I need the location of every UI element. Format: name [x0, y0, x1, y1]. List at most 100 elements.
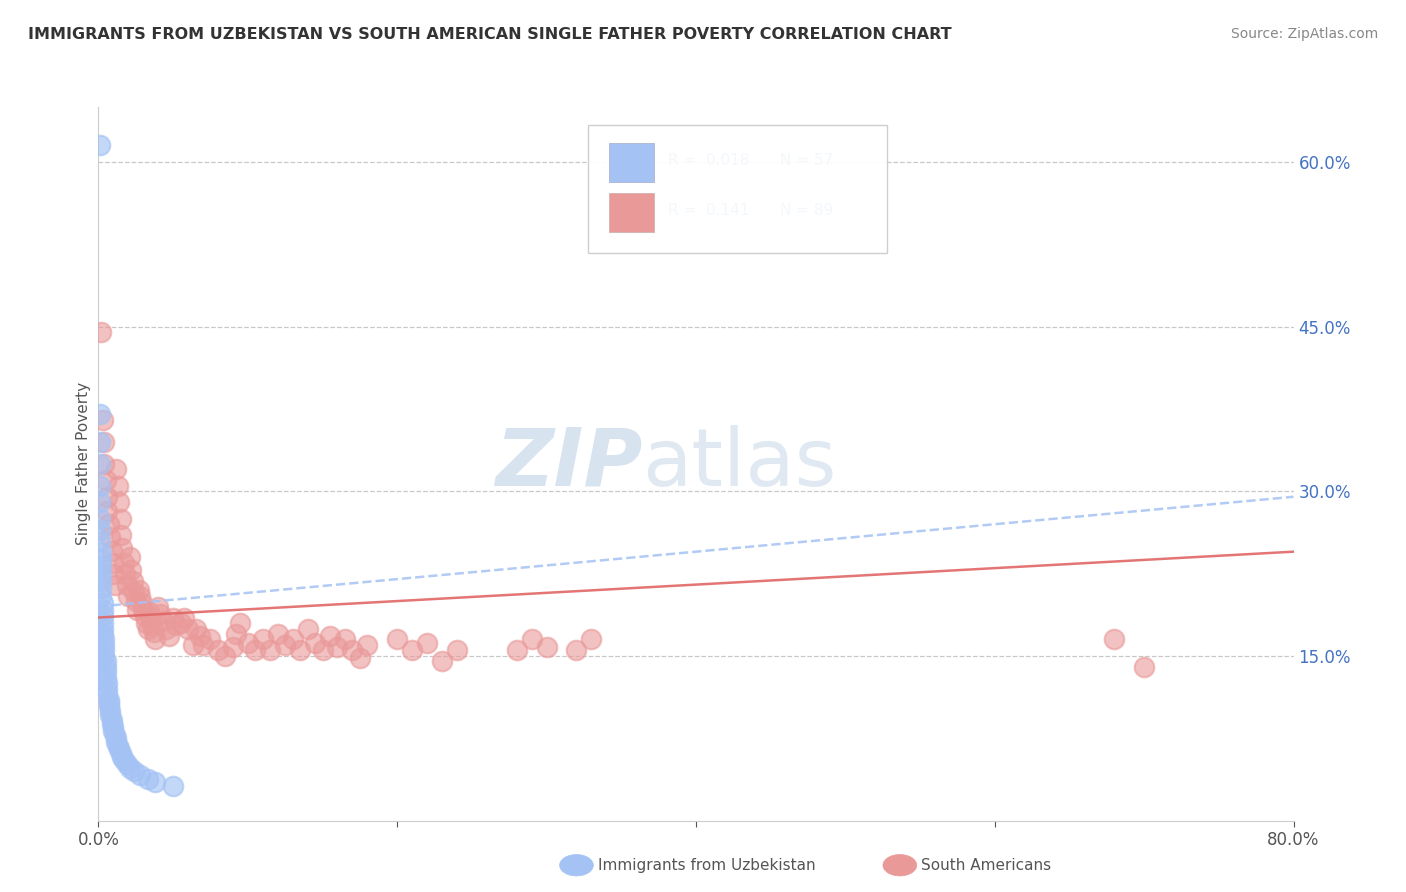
Point	[118, 550, 141, 565]
Point	[89, 434, 111, 449]
Point	[94, 655, 117, 669]
Point	[149, 607, 172, 622]
Point	[136, 622, 159, 636]
Text: N = 57: N = 57	[779, 153, 832, 168]
Point	[127, 603, 149, 617]
Point	[143, 775, 166, 789]
Text: Immigrants from Uzbekistan: Immigrants from Uzbekistan	[598, 858, 815, 872]
Bar	[609, 193, 654, 232]
Point	[110, 528, 132, 542]
Point	[162, 779, 184, 793]
Point	[93, 434, 115, 449]
Point	[90, 581, 112, 595]
Point	[110, 512, 132, 526]
Point	[139, 610, 162, 624]
Point	[252, 632, 274, 647]
Point	[91, 609, 114, 624]
Point	[101, 713, 124, 727]
Text: N = 89: N = 89	[779, 203, 832, 218]
Point	[259, 643, 281, 657]
Point	[91, 413, 114, 427]
Point	[118, 761, 141, 775]
Point	[103, 723, 125, 738]
Point	[91, 615, 114, 630]
Point	[91, 627, 114, 641]
Point	[385, 632, 409, 647]
Point	[401, 643, 423, 657]
Point	[136, 772, 159, 786]
Point	[157, 629, 180, 643]
Point	[430, 655, 453, 669]
Point	[152, 614, 174, 628]
Point	[131, 596, 153, 610]
Point	[93, 648, 115, 663]
Point	[342, 643, 364, 657]
Point	[89, 533, 111, 548]
Point	[225, 627, 247, 641]
Point	[90, 558, 112, 573]
Point	[274, 638, 297, 652]
Point	[281, 632, 304, 647]
Point	[124, 764, 146, 779]
Point	[333, 632, 356, 647]
Point	[97, 699, 120, 714]
Point	[1133, 660, 1156, 674]
Point	[89, 408, 111, 422]
Point	[214, 648, 236, 663]
Point	[107, 479, 129, 493]
Point	[128, 583, 150, 598]
Point	[135, 615, 157, 630]
Text: Source: ZipAtlas.com: Source: ZipAtlas.com	[1230, 27, 1378, 41]
Point	[165, 618, 187, 632]
Point	[356, 638, 378, 652]
Point	[121, 574, 143, 589]
Text: R =  0.141: R = 0.141	[668, 203, 749, 218]
Point	[349, 651, 371, 665]
Point	[94, 660, 117, 674]
Point	[297, 622, 319, 636]
Point	[148, 599, 170, 614]
Point	[101, 717, 124, 731]
Point	[108, 495, 131, 509]
Point	[565, 643, 588, 657]
Point	[89, 479, 111, 493]
Point	[100, 704, 122, 718]
Point	[91, 622, 114, 636]
Point	[142, 624, 165, 639]
Point	[169, 615, 191, 630]
Point	[94, 473, 117, 487]
Point	[222, 640, 245, 655]
Point	[112, 556, 135, 570]
Text: R =  0.018: R = 0.018	[668, 153, 749, 168]
Point	[90, 589, 112, 603]
FancyBboxPatch shape	[588, 125, 887, 253]
Point	[89, 523, 111, 537]
Point	[311, 643, 333, 657]
Point	[110, 746, 132, 760]
Point	[90, 325, 112, 339]
Point	[111, 750, 134, 764]
Point	[506, 643, 529, 657]
Point	[200, 632, 222, 647]
Point	[141, 618, 163, 632]
Point	[105, 731, 128, 746]
Point	[173, 610, 195, 624]
Point	[229, 615, 252, 630]
Point	[304, 636, 326, 650]
Point	[129, 767, 152, 781]
Point	[207, 643, 229, 657]
Text: ZIP: ZIP	[495, 425, 643, 503]
Point	[115, 756, 138, 771]
Point	[181, 638, 204, 652]
Point	[520, 632, 543, 647]
Point	[90, 574, 112, 589]
Point	[236, 636, 259, 650]
Point	[93, 643, 115, 657]
Point	[1104, 632, 1126, 647]
Point	[446, 643, 468, 657]
Point	[97, 517, 120, 532]
Point	[90, 566, 112, 581]
Point	[97, 693, 120, 707]
Point	[107, 739, 129, 753]
Point	[120, 563, 142, 577]
